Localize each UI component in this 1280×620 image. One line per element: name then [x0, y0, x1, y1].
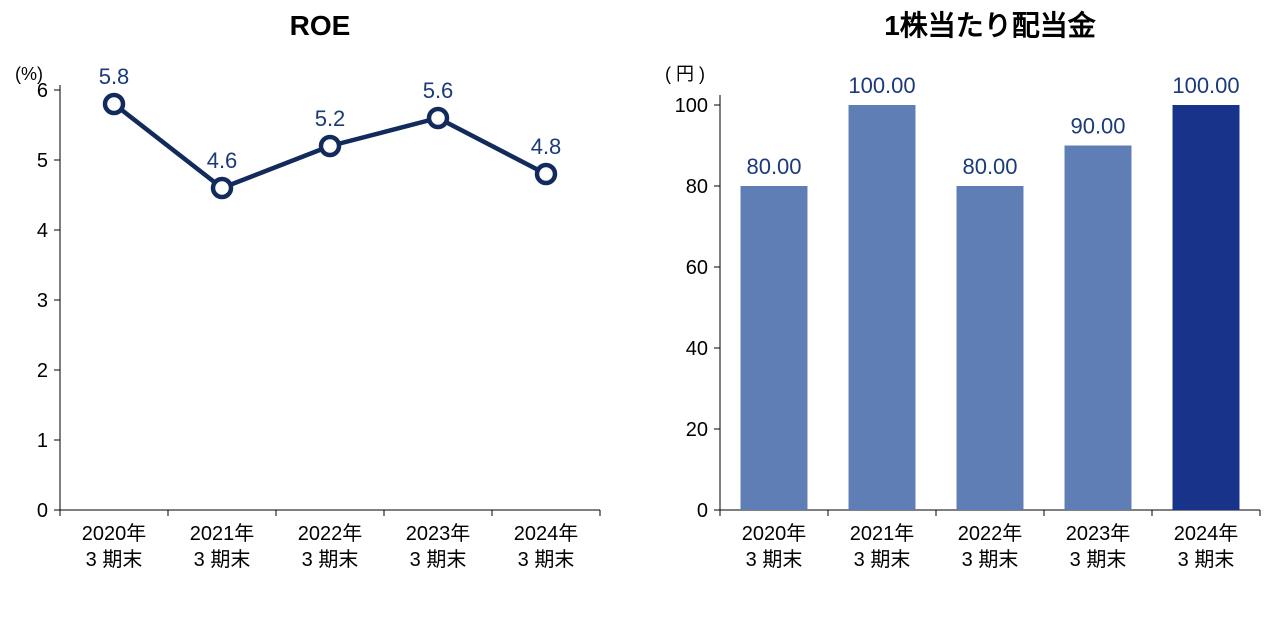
- y-axis-unit: ( 円 ): [665, 64, 705, 84]
- x-category-sub: 3 期末: [194, 548, 251, 571]
- x-category-sub: 3 期末: [746, 548, 803, 571]
- x-category-year: 2022年: [958, 522, 1023, 545]
- y-tick-label: 0: [697, 500, 708, 522]
- x-category-year: 2023年: [406, 522, 471, 545]
- value-label: 4.6: [207, 148, 238, 173]
- y-tick-label: 80: [686, 176, 708, 198]
- bar: [849, 105, 916, 510]
- data-marker: [213, 179, 231, 197]
- bar: [957, 186, 1024, 510]
- y-tick-label: 40: [686, 338, 708, 360]
- bar: [1065, 146, 1132, 511]
- x-category-sub: 3 期末: [962, 548, 1019, 571]
- chart-title: 1株当たり配当金: [884, 9, 1097, 41]
- x-category-sub: 3 期末: [518, 548, 575, 571]
- value-label: 4.8: [531, 134, 562, 159]
- x-category-year: 2021年: [190, 522, 255, 545]
- x-category-sub: 3 期末: [1178, 548, 1235, 571]
- x-category-year: 2020年: [742, 522, 807, 545]
- value-label: 80.00: [962, 154, 1017, 179]
- x-category-sub: 3 期末: [302, 548, 359, 571]
- value-label: 5.8: [99, 64, 130, 89]
- value-label: 100.00: [848, 73, 915, 98]
- y-tick-label: 6: [37, 80, 48, 102]
- y-tick-label: 100: [675, 95, 708, 117]
- roe-panel: ROE(%)01234562020年3 期末2021年3 期末2022年3 期末…: [0, 0, 640, 620]
- data-marker: [537, 165, 555, 183]
- x-category-year: 2024年: [514, 522, 579, 545]
- value-label: 100.00: [1172, 73, 1239, 98]
- x-category-year: 2023年: [1066, 522, 1131, 545]
- y-tick-label: 5: [37, 150, 48, 172]
- bar: [741, 186, 808, 510]
- value-label: 5.6: [423, 78, 454, 103]
- data-marker: [429, 109, 447, 127]
- data-marker: [105, 95, 123, 113]
- x-category-sub: 3 期末: [410, 548, 467, 571]
- value-label: 5.2: [315, 106, 346, 131]
- y-tick-label: 2: [37, 360, 48, 382]
- data-marker: [321, 137, 339, 155]
- x-category-year: 2022年: [298, 522, 363, 545]
- bar: [1173, 105, 1240, 510]
- chart-title: ROE: [290, 10, 351, 41]
- value-label: 80.00: [746, 154, 801, 179]
- y-tick-label: 60: [686, 257, 708, 279]
- y-tick-label: 1: [37, 430, 48, 452]
- x-category-year: 2020年: [82, 522, 147, 545]
- roe-line-chart: ROE(%)01234562020年3 期末2021年3 期末2022年3 期末…: [0, 0, 640, 620]
- y-tick-label: 4: [37, 220, 48, 242]
- x-category-sub: 3 期末: [854, 548, 911, 571]
- x-category-sub: 3 期末: [1070, 548, 1127, 571]
- charts-container: ROE(%)01234562020年3 期末2021年3 期末2022年3 期末…: [0, 0, 1280, 620]
- dividend-bar-chart: 1株当たり配当金 ( 円 ) 0 20 40 60 80 100 80.00 100.00 80.0…: [640, 0, 1280, 620]
- y-tick-label: 20: [686, 419, 708, 441]
- y-tick-label: 3: [37, 290, 48, 312]
- x-category-year: 2021年: [850, 522, 915, 545]
- dividend-panel: 1株当たり配当金 ( 円 ) 0 20 40 60 80 100 80.00 100.00 80.0…: [640, 0, 1280, 620]
- x-category-year: 2024年: [1174, 522, 1239, 545]
- y-tick-label: 0: [37, 500, 48, 522]
- x-category-sub: 3 期末: [86, 548, 143, 571]
- value-label: 90.00: [1070, 114, 1125, 139]
